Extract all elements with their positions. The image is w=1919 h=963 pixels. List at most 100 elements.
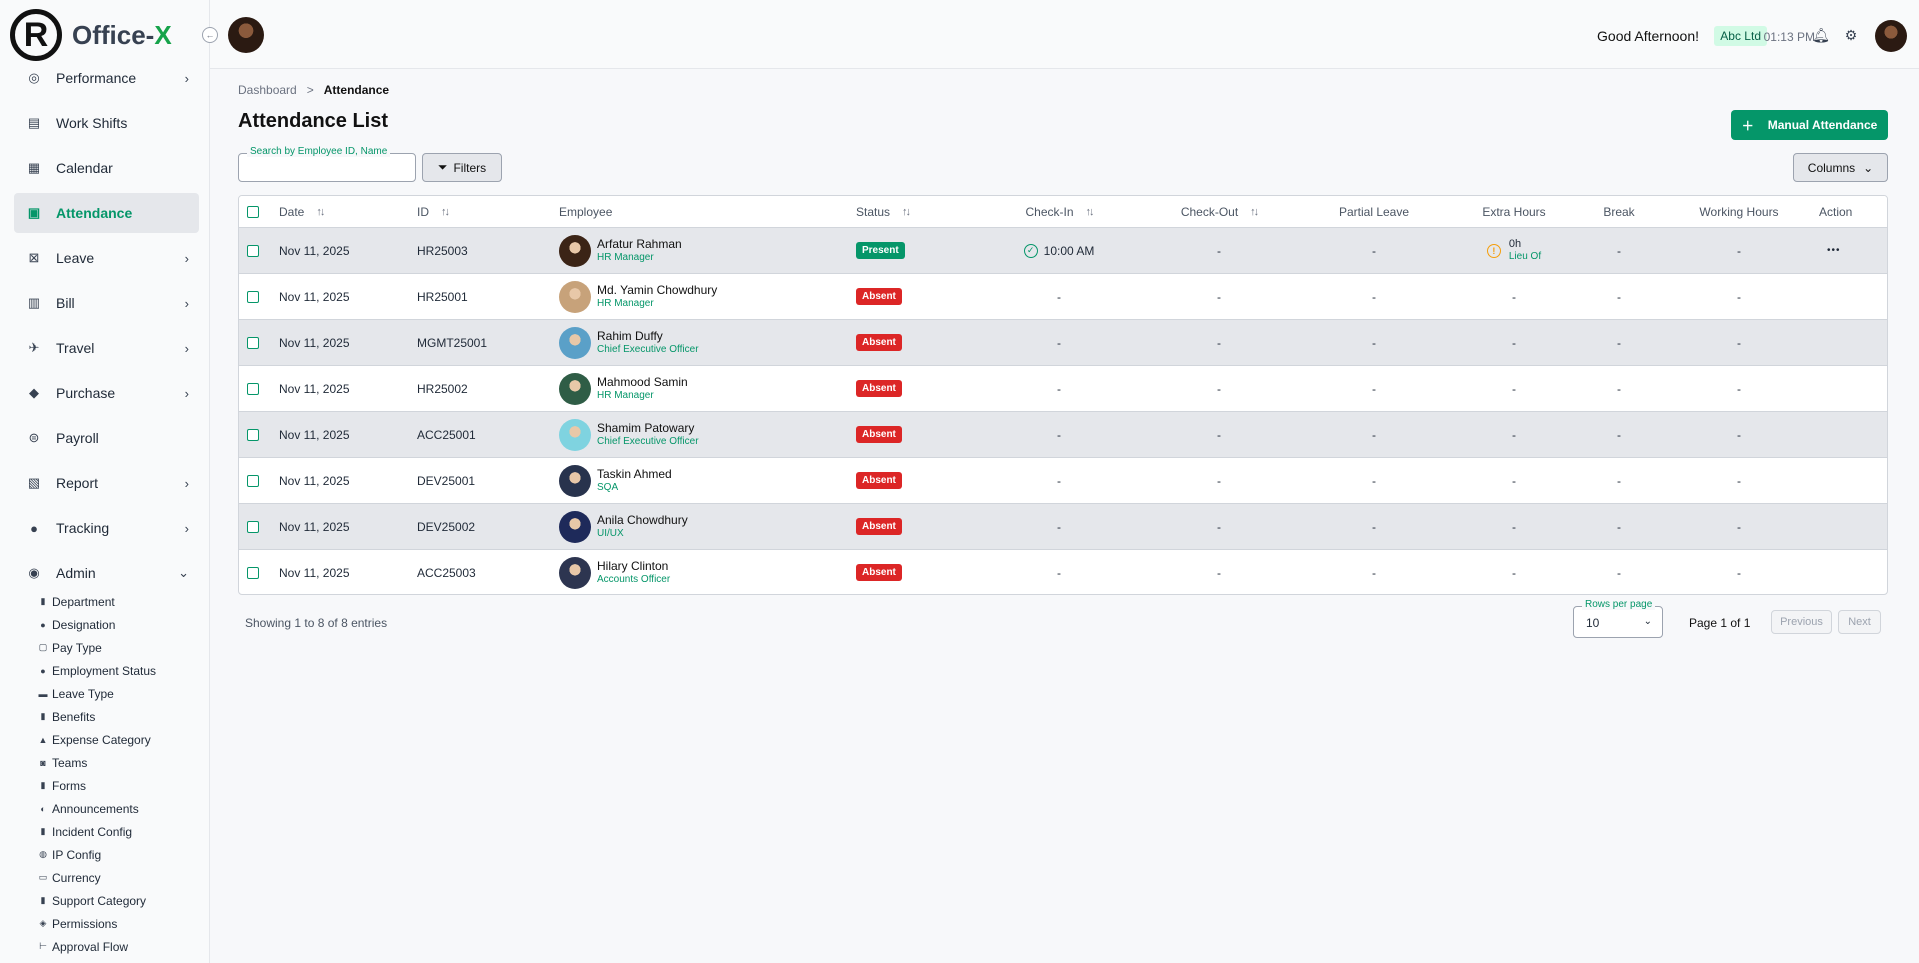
sort-icon[interactable]: ↑↓ [316, 205, 325, 218]
check-in-text: - [1057, 427, 1061, 442]
sidebar-item-report[interactable]: ▧ Report › [14, 463, 199, 503]
date-text: Nov 11, 2025 [279, 565, 350, 580]
admin-sub-item-leave-type[interactable]: ▬ Leave Type [38, 682, 208, 705]
action-cell [1819, 458, 1879, 503]
sort-icon[interactable]: ↑↓ [1250, 205, 1259, 218]
sidebar-item-attendance[interactable]: ▣ Attendance [14, 193, 199, 233]
gear-icon[interactable]: ⚙ [1844, 26, 1858, 43]
sidebar-item-leave[interactable]: ⊠ Leave › [14, 238, 199, 278]
employee-name[interactable]: Shamim Patowary [597, 421, 695, 435]
column-header-status[interactable]: Status ↑↓ [856, 196, 976, 227]
column-header-check-in[interactable]: Check-In ↑↓ [979, 196, 1139, 227]
sidebar-item-work-shifts[interactable]: ▤ Work Shifts [14, 103, 199, 143]
avatar[interactable] [228, 17, 264, 53]
employee-cell: Taskin Ahmed SQA [559, 458, 839, 503]
table-row[interactable]: Nov 11, 2025 HR25003 Arfatur Rahman HR Mana… [239, 228, 1887, 274]
row-checkbox[interactable] [247, 290, 259, 303]
employee-name[interactable]: Arfatur Rahman [597, 237, 682, 251]
extra-hours-cell: - [1449, 274, 1579, 319]
row-checkbox[interactable] [247, 566, 259, 579]
search-field[interactable]: Search by Employee ID, Name [238, 146, 416, 182]
row-checkbox[interactable] [247, 336, 259, 349]
more-actions-icon[interactable]: ••• [1827, 245, 1841, 256]
column-header-label: Check-In [1025, 204, 1074, 219]
admin-sub-item-announcements[interactable]: ◐ Announcements [38, 797, 208, 820]
column-header-id[interactable]: ID ↑↓ [417, 196, 527, 227]
sidebar-item-performance[interactable]: ◎ Performance › [14, 58, 199, 98]
row-checkbox[interactable] [247, 428, 259, 441]
user-avatar[interactable] [1875, 20, 1907, 52]
table-row[interactable]: Nov 11, 2025 DEV25001 Taskin Ahmed SQA Absen… [239, 458, 1887, 504]
row-checkbox[interactable] [247, 520, 259, 533]
check-in-text: - [1057, 289, 1061, 304]
sidebar-item-admin[interactable]: ◉ Admin ⌄ [14, 553, 199, 593]
admin-sub-item-employment-status[interactable]: ● Employment Status [38, 659, 208, 682]
previous-button[interactable]: Previous [1771, 610, 1832, 634]
admin-sub-item-forms[interactable]: ▮ Forms [38, 774, 208, 797]
sidebar-item-purchase[interactable]: ◆ Purchase › [14, 373, 199, 413]
sidebar-item-label: Work Shifts [56, 115, 128, 131]
table-row[interactable]: Nov 11, 2025 ACC25003 Hilary Clinton Accoun… [239, 550, 1887, 594]
app-logo[interactable]: R Office-X [10, 9, 172, 61]
admin-sub-item-ip-config[interactable]: ◍ IP Config [38, 843, 208, 866]
select-all-checkbox[interactable] [247, 205, 259, 218]
admin-sub-item-approval-flow[interactable]: ⊢ Approval Flow [38, 935, 208, 958]
sort-icon[interactable]: ↑↓ [441, 205, 450, 218]
admin-sub-item-pay-type[interactable]: ▢ Pay Type [38, 636, 208, 659]
row-checkbox[interactable] [247, 244, 259, 257]
employee-name[interactable]: Taskin Ahmed [597, 467, 672, 481]
employee-name[interactable]: Mahmood Samin [597, 375, 688, 389]
admin-sub-item-teams[interactable]: ◙ Teams [38, 751, 208, 774]
filters-button[interactable]: ⏷ Filters [422, 153, 502, 182]
manual-attendance-button[interactable]: ＋ Manual Attendance [1731, 110, 1888, 140]
sidebar-item-tracking[interactable]: ● Tracking › [14, 508, 199, 548]
status-cell: Present [856, 228, 976, 273]
columns-button[interactable]: Columns ⌄ [1793, 153, 1888, 182]
employee-title: HR Manager [597, 252, 654, 263]
employee-name[interactable]: Hilary Clinton [597, 559, 669, 573]
rows-per-page-select[interactable]: Rows per page 10 ⌄ [1573, 599, 1663, 638]
app-name: Office-X [72, 19, 172, 50]
date-cell: Nov 11, 2025 [279, 320, 389, 365]
id-cell: HR25001 [417, 274, 527, 319]
sidebar-item-payroll[interactable]: ⊜ Payroll [14, 418, 199, 458]
action-cell [1819, 274, 1879, 319]
search-input[interactable] [239, 154, 415, 181]
table-row[interactable]: Nov 11, 2025 HR25002 Mahmood Samin HR Manag… [239, 366, 1887, 412]
table-row[interactable]: Nov 11, 2025 MGMT25001 Rahim Duffy Chief Ex… [239, 320, 1887, 366]
avatar [559, 280, 591, 313]
admin-sub-item-support-category[interactable]: ▮ Support Category [38, 889, 208, 912]
check-in-cell: - [979, 274, 1139, 319]
table-row[interactable]: Nov 11, 2025 DEV25002 Anila Chowdhury UI/UX… [239, 504, 1887, 550]
admin-sub-item-permissions[interactable]: ◈ Permissions [38, 912, 208, 935]
sort-icon[interactable]: ↑↓ [902, 205, 911, 218]
sidebar-item-calendar[interactable]: ▦ Calendar [14, 148, 199, 188]
pay-type-icon: ▢ [38, 642, 48, 652]
row-checkbox[interactable] [247, 382, 259, 395]
sidebar-item-bill[interactable]: ▥ Bill › [14, 283, 199, 323]
breadcrumb-dashboard[interactable]: Dashboard [238, 83, 297, 97]
admin-sub-item-benefits[interactable]: ▮ Benefits [38, 705, 208, 728]
admin-sub-item-incident-config[interactable]: ▮ Incident Config [38, 820, 208, 843]
admin-sub-item-currency[interactable]: ▭ Currency [38, 866, 208, 889]
admin-sub-item-designation[interactable]: ● Designation [38, 613, 208, 636]
date-text: Nov 11, 2025 [279, 473, 350, 488]
table-row[interactable]: Nov 11, 2025 ACC25001 Shamim Patowary Chief… [239, 412, 1887, 458]
company-badge[interactable]: Abc Ltd [1714, 26, 1767, 46]
employee-name[interactable]: Anila Chowdhury [597, 513, 688, 527]
sort-icon[interactable]: ↑↓ [1085, 205, 1095, 218]
column-header-check-out[interactable]: Check-Out ↑↓ [1139, 196, 1299, 227]
admin-sub-item-department[interactable]: ▮ Department [38, 590, 208, 613]
bell-icon[interactable]: 🔔︎ [1812, 26, 1830, 43]
column-header-date[interactable]: Date ↑↓ [279, 196, 389, 227]
working-hours-text: - [1737, 243, 1741, 258]
sidebar-item-travel[interactable]: ✈ Travel › [14, 328, 199, 368]
admin-sub-item-expense-category[interactable]: ▲ Expense Category [38, 728, 208, 751]
next-button[interactable]: Next [1838, 610, 1881, 634]
table-row[interactable]: Nov 11, 2025 HR25001 Md. Yamin Chowdhury HR… [239, 274, 1887, 320]
employee-name[interactable]: Md. Yamin Chowdhury [597, 283, 718, 297]
row-checkbox[interactable] [247, 474, 259, 487]
column-header-label: Status [856, 204, 891, 219]
collapse-sidebar-icon[interactable]: ← [202, 27, 218, 43]
employee-name[interactable]: Rahim Duffy [597, 329, 663, 343]
